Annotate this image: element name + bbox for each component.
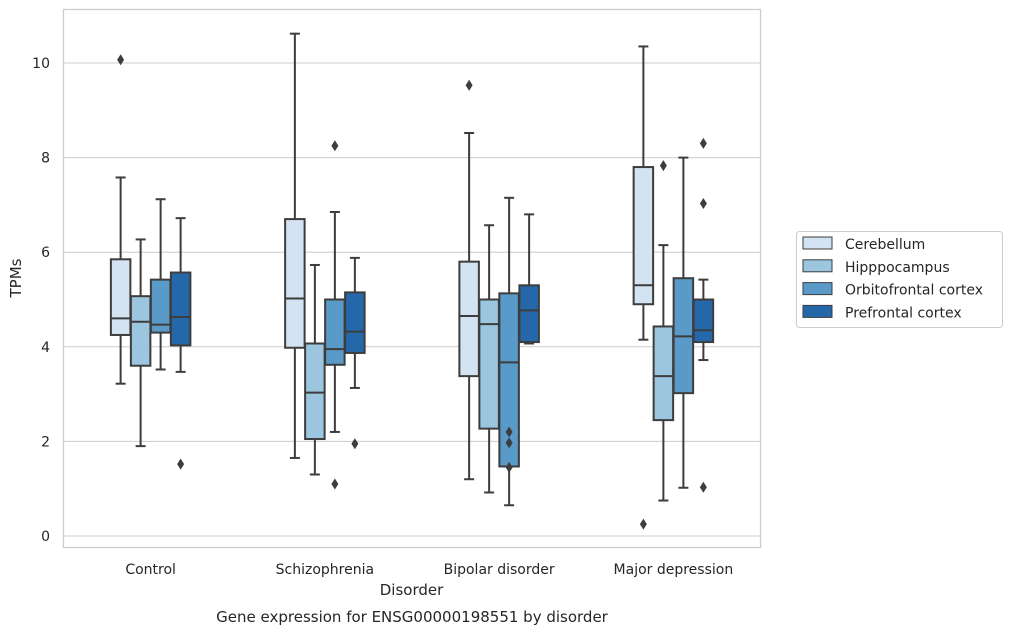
box-body [169, 271, 192, 347]
y-tick-label-2: 2 [41, 434, 50, 450]
box-cerebellum-2 [284, 32, 306, 459]
legend-swatch-orbitofrontal-cortex [802, 282, 833, 296]
legend: Cerebellum Hipppocampus Orbitofrontal cort… [796, 231, 1003, 328]
box-body [518, 284, 540, 344]
box-body [692, 298, 715, 344]
outlier-point [699, 197, 707, 209]
y-tick-label-8: 8 [41, 151, 50, 167]
outlier-point [699, 481, 707, 493]
box-body [324, 298, 346, 366]
outlier-point [639, 518, 647, 530]
outlier-point [505, 461, 513, 473]
legend-swatch-cerebellum [802, 236, 833, 250]
outlier-point [351, 438, 359, 450]
plot-frame [62, 8, 762, 549]
y-tick-label-4: 4 [41, 340, 50, 356]
legend-frame [796, 231, 1003, 328]
legend-label-cerebellum: Cerebellum [845, 237, 925, 253]
outlier-point [659, 160, 667, 172]
y-tick-label-6: 6 [41, 245, 50, 261]
box-body [478, 298, 500, 430]
x-tick-label-1: Control [125, 562, 176, 578]
outlier-point [177, 458, 185, 470]
x-tick-labels: Control Schizophrenia Bipolar disorder Majo… [125, 562, 733, 578]
box-body [109, 258, 132, 336]
legend-label-prefrontal-cortex: Prefrontal cortex [845, 305, 962, 321]
box-body [284, 218, 306, 349]
x-tick-label-4: Major depression [614, 562, 734, 578]
outlier-point [117, 54, 125, 66]
box-cerebellum-1 [109, 54, 132, 385]
outlier-point [331, 478, 339, 490]
box-body [344, 291, 366, 354]
legend-label-hipppocampus: Hipppocampus [845, 260, 950, 276]
x-tick-label-3: Bipolar disorder [444, 562, 555, 578]
legend-label-orbitofrontal-cortex: Orbitofrontal cortex [845, 283, 983, 299]
box-cerebellum-4 [632, 45, 655, 530]
box-orbitofrontal-cortex-1 [149, 198, 172, 371]
outlier-point [699, 137, 707, 149]
outlier-point [465, 79, 473, 91]
outlier-point [331, 140, 339, 152]
box-prefrontal-cortex-4 [692, 137, 715, 493]
boxes [109, 32, 715, 530]
plot-area [63, 9, 761, 548]
y-axis-title: TPMs [7, 258, 25, 298]
box-body [304, 342, 326, 441]
box-prefrontal-cortex-3 [518, 213, 540, 345]
y-tick-label-0: 0 [41, 529, 50, 545]
box-prefrontal-cortex-2 [344, 256, 366, 450]
chart-title: Gene expression for ENSG00000198551 by d… [216, 608, 609, 626]
box-hipppocampus-2 [304, 263, 326, 476]
legend-swatch-prefrontal-cortex [802, 304, 833, 318]
outlier-point [505, 437, 513, 449]
box-hipppocampus-4 [652, 160, 675, 502]
y-tick-label-10: 10 [32, 56, 50, 72]
legend-swatch-hipppocampus [802, 259, 833, 273]
box-hipppocampus-1 [129, 238, 152, 448]
x-tick-label-2: Schizophrenia [276, 562, 374, 578]
outlier-point [505, 426, 513, 438]
box-orbitofrontal-cortex-3 [498, 196, 520, 507]
box-body [632, 166, 655, 306]
y-tick-labels: 0 2 4 6 8 10 [32, 56, 50, 545]
box-body [652, 325, 675, 422]
box-body [129, 295, 152, 367]
x-axis-title: Disorder [380, 581, 444, 599]
box-body [458, 260, 480, 378]
box-prefrontal-cortex-1 [169, 217, 192, 470]
box-orbitofrontal-cortex-2 [324, 140, 346, 490]
